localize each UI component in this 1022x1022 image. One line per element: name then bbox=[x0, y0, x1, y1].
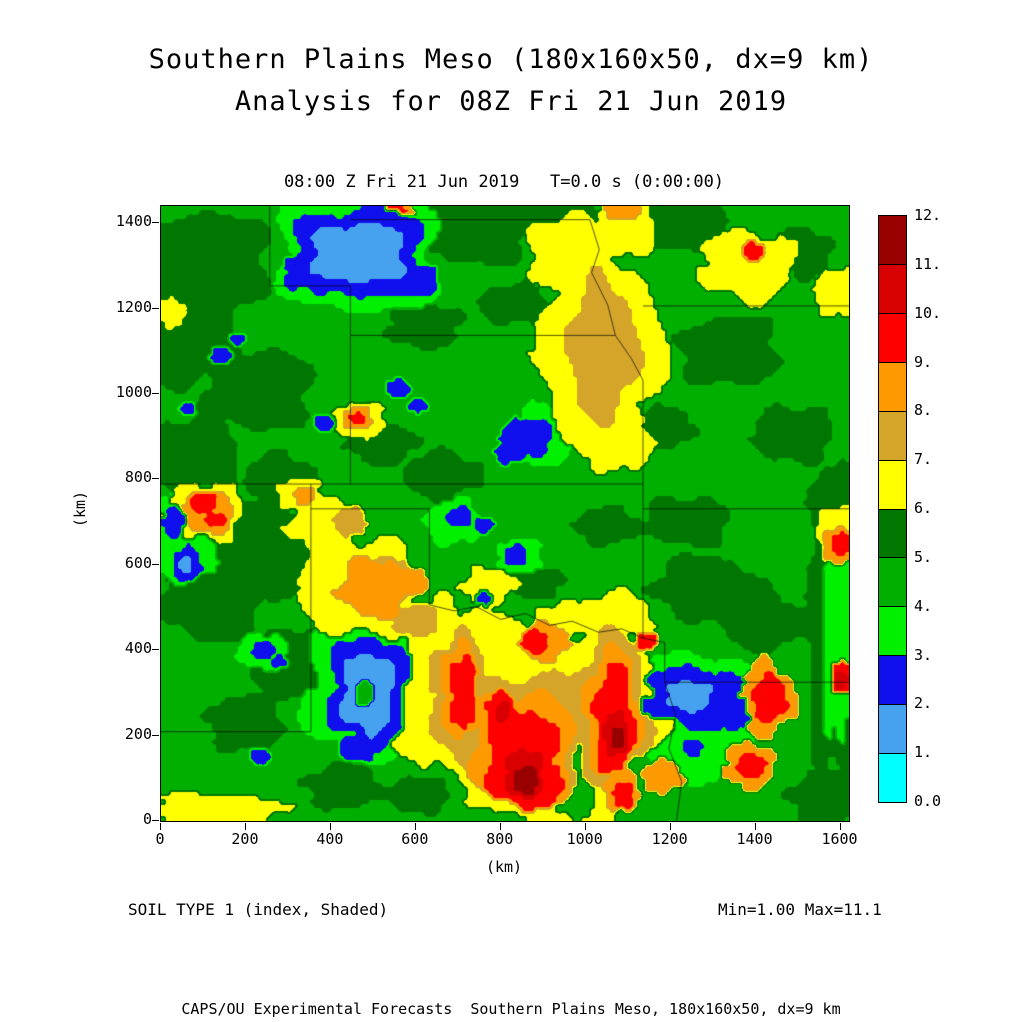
colorbar-band bbox=[879, 312, 906, 362]
colorbar-tick-label: 12. bbox=[914, 206, 942, 224]
x-tick-mark bbox=[669, 823, 671, 830]
y-axis-unit-label: (km) bbox=[71, 490, 90, 528]
credit-line: CAPS/OU Experimental Forecasts Southern … bbox=[181, 1000, 841, 1018]
y-tick-label: 1400 bbox=[115, 212, 152, 231]
x-tick-label: 1600 bbox=[821, 830, 858, 848]
x-tick-mark bbox=[839, 823, 841, 830]
colorbar-band bbox=[879, 655, 906, 705]
colorbar-band bbox=[879, 557, 906, 607]
page-subtitle: Analysis for 08Z Fri 21 Jun 2019 bbox=[234, 86, 788, 117]
minmax-label: Min=1.00 Max=11.1 bbox=[718, 900, 882, 919]
y-tick-label: 0 bbox=[142, 810, 152, 828]
colorbar-tick-label: 6. bbox=[914, 499, 933, 517]
y-tick-label: 1200 bbox=[115, 297, 152, 316]
x-tick-label: 600 bbox=[401, 830, 429, 848]
colorbar-tick-label: 2. bbox=[914, 694, 933, 713]
x-tick-mark bbox=[160, 823, 161, 830]
colorbar-tick-label: 7. bbox=[914, 450, 933, 469]
x-tick-label: 0 bbox=[155, 830, 165, 848]
colorbar-band bbox=[879, 361, 906, 411]
y-tick-label: 400 bbox=[124, 639, 152, 658]
x-tick-mark bbox=[244, 823, 246, 830]
valid-time-header: 08:00 Z Fri 21 Jun 2019 T=0.0 s (0:00:00… bbox=[283, 172, 725, 192]
x-tick-mark bbox=[329, 823, 331, 830]
colorbar-tick-label: 3. bbox=[914, 645, 933, 664]
colorbar-tick-label: 0.0 bbox=[914, 792, 942, 810]
x-axis-unit-label: (km) bbox=[485, 858, 523, 876]
x-tick-label: 800 bbox=[486, 830, 514, 848]
x-tick-label: 1000 bbox=[566, 830, 603, 848]
x-tick-mark bbox=[414, 823, 416, 830]
y-tick-label: 800 bbox=[124, 468, 152, 487]
x-tick-mark bbox=[754, 823, 756, 830]
y-tick-mark bbox=[152, 222, 159, 224]
x-tick-mark bbox=[584, 823, 586, 830]
colorbar-band bbox=[879, 704, 906, 754]
y-tick-mark bbox=[152, 820, 159, 821]
colorbar bbox=[878, 215, 907, 803]
colorbar-band bbox=[879, 753, 906, 803]
colorbar-tick-label: 8. bbox=[914, 401, 933, 420]
colorbar-tick-label: 10. bbox=[914, 303, 942, 322]
colorbar-tick-label: 11. bbox=[914, 254, 942, 273]
y-tick-label: 1000 bbox=[115, 382, 152, 401]
soil-type-heatmap bbox=[160, 205, 850, 822]
x-tick-label: 1200 bbox=[651, 830, 688, 848]
colorbar-band bbox=[879, 410, 906, 460]
y-tick-mark bbox=[152, 734, 159, 736]
y-tick-mark bbox=[152, 307, 159, 309]
colorbar-tick-label: 4. bbox=[914, 596, 933, 615]
y-tick-mark bbox=[152, 563, 159, 565]
field-label: SOIL TYPE 1 (index, Shaded) bbox=[128, 900, 389, 919]
colorbar-tick-label: 9. bbox=[914, 352, 933, 371]
colorbar-band bbox=[879, 508, 906, 558]
colorbar-band bbox=[879, 263, 906, 313]
y-tick-mark bbox=[152, 392, 159, 394]
colorbar-tick-label: 5. bbox=[914, 547, 933, 566]
y-tick-mark bbox=[152, 478, 159, 480]
colorbar-band bbox=[879, 216, 906, 264]
page-title: Southern Plains Meso (180x160x50, dx=9 k… bbox=[148, 44, 874, 75]
y-tick-label: 200 bbox=[124, 724, 152, 743]
y-tick-mark bbox=[152, 649, 159, 651]
x-tick-label: 200 bbox=[231, 830, 259, 848]
colorbar-band bbox=[879, 459, 906, 509]
x-tick-label: 1400 bbox=[736, 830, 773, 848]
y-tick-label: 600 bbox=[124, 553, 152, 572]
x-tick-label: 400 bbox=[316, 830, 344, 848]
colorbar-tick-label: 1. bbox=[914, 743, 933, 762]
colorbar-band bbox=[879, 606, 906, 656]
x-tick-mark bbox=[499, 823, 501, 830]
